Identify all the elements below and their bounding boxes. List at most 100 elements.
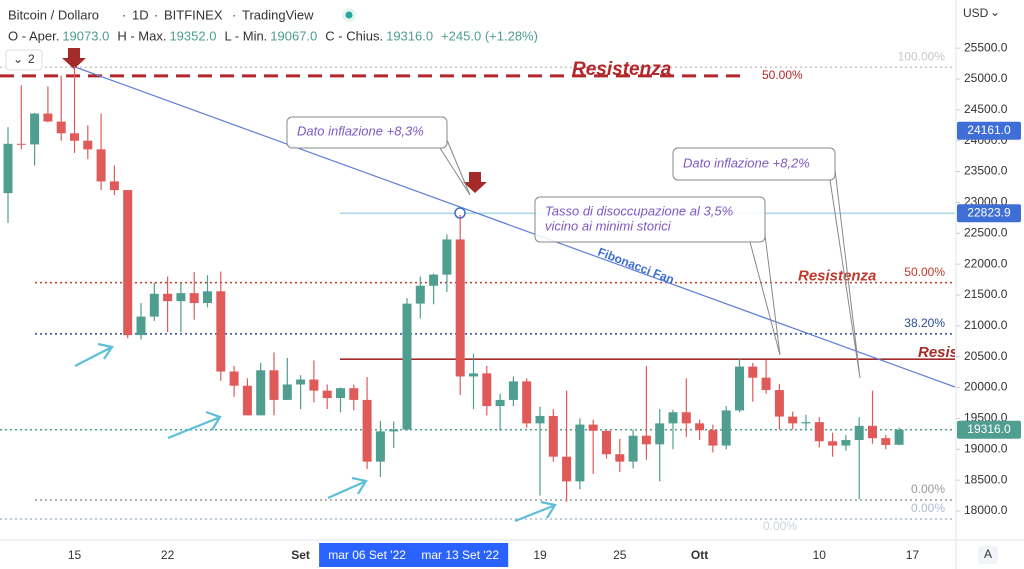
annotation-text: vicino ai minimi storici [545,218,672,233]
candle-body [641,435,651,445]
y-tick-label: 21000.0 [964,318,1008,332]
candle-body [282,384,292,400]
candle-body [3,143,13,194]
callout-pointer [439,139,471,196]
candle-body [242,385,252,416]
y-tick-label: 18500.0 [964,472,1008,486]
ohlc-value: 19067.0 [270,28,317,43]
candle-body [442,239,452,275]
candle-body [402,303,412,430]
candle-body [455,239,465,377]
level-name: Resis [918,344,958,361]
candle-body [176,293,186,302]
annotation-text: Tasso di disoccupazione al 3,5% [545,203,733,218]
candle-body [469,373,478,377]
candle-body [721,410,731,446]
fibonacci-fan-line [74,66,956,388]
ohlc-label: C - Chius. [325,28,383,43]
callout-box [672,147,836,181]
candle-body [123,190,133,336]
ohlc: O - Aper. 19073.0 H - Max. 19352.0 L - Min. 1… [8,28,538,43]
x-tick-label: Ott [691,548,708,562]
candle-body [841,440,851,446]
candle-body [189,293,199,304]
callouts [286,116,861,379]
price-marker-label: 19316.0 [967,422,1011,436]
y-tick-label: 23500.0 [964,164,1008,178]
candle-body [788,416,798,424]
y-tick-label: 19000.0 [964,441,1008,455]
candle-body [801,422,811,424]
auto-button: A [984,547,992,561]
candle-body [562,456,572,482]
annotation-text: Dato inflazione +8,3% [297,123,424,138]
header: Bitcoin / Dollaro · 1D · BITFINEX · Trad… [5,7,538,71]
level-label: 100.00% [898,49,946,63]
arrow [74,342,114,367]
candle-body [256,370,266,416]
x-tick-label: 25 [613,548,627,562]
candle-body [735,366,744,411]
y-tick-label: 20500.0 [964,349,1008,363]
candle-body [482,373,492,407]
auto-button-bg[interactable] [978,546,998,564]
x-tick-label: 10 [813,548,827,562]
candle-body [708,430,718,446]
candle-body [362,399,372,462]
candle-body [349,388,359,400]
candle-body [203,291,212,304]
symbol: Bitcoin / Dollaro [8,7,99,22]
candle-body [761,377,771,391]
candle-body [854,425,864,441]
candle-body [868,425,877,439]
cyan-arrows [74,342,557,523]
callout-pointer [749,234,781,356]
source: TradingView [242,7,314,22]
candle-body [668,412,678,424]
candle-body [83,140,93,150]
crosshair-label: mar 06 Set '22 [328,548,406,562]
price-marker [957,121,1021,140]
price-marker [957,420,1021,439]
candle-body [495,399,505,407]
level-label: 50.00% [904,265,945,279]
candle-body [30,113,40,145]
candle-body [508,381,518,400]
level-label: 38.20% [904,316,945,330]
candle-body [389,429,399,432]
candle-body [548,415,558,457]
callout-box [534,196,766,243]
x-tick-label: 22 [161,548,175,562]
currency[interactable]: USD [963,6,989,20]
crosshair-label-bg [319,543,416,567]
axes: USD ⌄ A 18000.018500.019000.019500.02000… [68,5,1021,567]
callout-box [286,116,448,149]
y-tick-label: 20000.0 [964,380,1008,394]
arrow [514,500,557,523]
candle-body [136,316,146,336]
y-tick-label: 25000.0 [964,71,1008,85]
candle-body [16,143,26,145]
ohlc-change: +245.0 (+1.28%) [441,28,538,43]
arrow [167,410,222,440]
crosshair-label-bg [412,543,509,567]
candle-body [229,371,239,386]
candle-body [56,121,66,134]
candle-body [415,285,425,304]
candle-body [575,424,585,482]
layout-count: 2 [28,52,35,66]
level-label: 50.00% [762,68,803,82]
ohlc-value: 19073.0 [62,28,109,43]
price-marker-label: 24161.0 [967,123,1011,137]
drawings: Fibonacci Fan [62,48,956,523]
candle-body [429,274,439,286]
exchange: BITFINEX [164,7,223,22]
status-dot [345,11,353,19]
ohlc-label: L - Min. [224,28,267,43]
candle-body [828,441,838,446]
layout-toggle[interactable] [5,49,43,71]
candle-body [588,424,598,431]
candle-body [43,113,53,122]
